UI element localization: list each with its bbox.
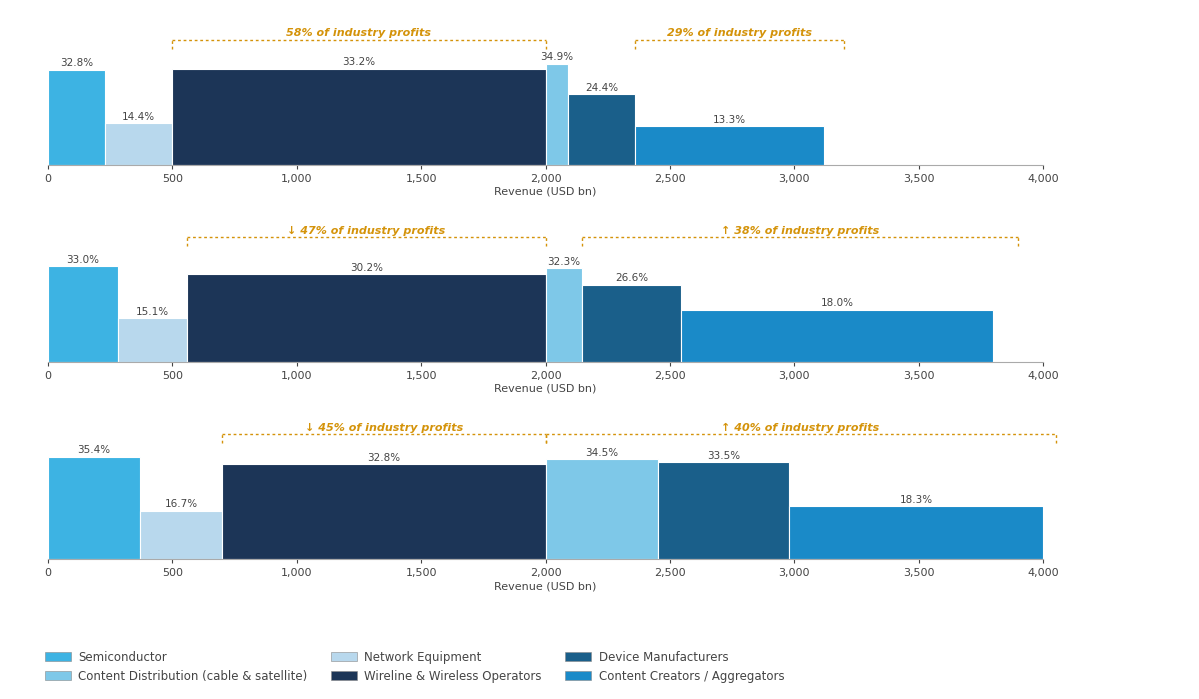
Text: 35.4%: 35.4%	[78, 445, 110, 455]
Text: 32.8%: 32.8%	[60, 58, 94, 69]
Text: 34.9%: 34.9%	[541, 52, 573, 62]
Text: 58% of industry profits: 58% of industry profits	[287, 29, 432, 38]
Bar	[222, 464, 546, 559]
Text: 15.1%: 15.1%	[135, 307, 169, 317]
Bar	[582, 285, 681, 362]
X-axis label: Revenue (USD bn): Revenue (USD bn)	[494, 384, 597, 394]
Bar	[106, 123, 173, 165]
Bar	[48, 456, 140, 559]
Text: ↓ 47% of industry profits: ↓ 47% of industry profits	[288, 226, 446, 236]
Text: ↑ 38% of industry profits: ↑ 38% of industry profits	[721, 226, 879, 236]
Text: 13.3%: 13.3%	[713, 115, 746, 125]
Text: 34.5%: 34.5%	[585, 448, 619, 458]
Text: 16.7%: 16.7%	[164, 499, 198, 510]
Bar	[140, 511, 222, 559]
Text: 33.0%: 33.0%	[66, 255, 100, 265]
Text: ↑ 40% of industry profits: ↑ 40% of industry profits	[722, 423, 880, 433]
Bar	[568, 94, 635, 165]
Bar	[546, 268, 582, 362]
Text: 14.4%: 14.4%	[122, 112, 156, 122]
Text: 29% of industry profits: 29% of industry profits	[667, 29, 812, 38]
Bar	[173, 69, 546, 165]
Bar	[118, 318, 187, 362]
Text: ↓ 45% of industry profits: ↓ 45% of industry profits	[305, 423, 463, 433]
Text: 30.2%: 30.2%	[350, 263, 382, 273]
Text: 18.3%: 18.3%	[899, 495, 933, 505]
Text: 32.8%: 32.8%	[367, 453, 400, 463]
Text: 18.0%: 18.0%	[821, 298, 854, 308]
X-axis label: Revenue (USD bn): Revenue (USD bn)	[494, 581, 597, 591]
Legend: Semiconductor, Content Distribution (cable & satellite), Network Equipment, Wire: Semiconductor, Content Distribution (cab…	[42, 647, 788, 686]
Text: 33.2%: 33.2%	[343, 57, 375, 67]
Text: 24.4%: 24.4%	[585, 82, 619, 93]
Text: 32.3%: 32.3%	[547, 257, 580, 267]
Bar	[546, 64, 568, 165]
X-axis label: Revenue (USD bn): Revenue (USD bn)	[494, 187, 597, 196]
Bar	[789, 506, 1043, 559]
Bar	[657, 462, 789, 559]
Bar	[48, 266, 118, 362]
Bar	[546, 459, 657, 559]
Text: 26.6%: 26.6%	[615, 273, 647, 284]
Bar	[48, 70, 106, 165]
Bar	[681, 310, 993, 362]
Bar	[635, 127, 824, 165]
Text: 33.5%: 33.5%	[707, 451, 740, 461]
Bar	[187, 275, 546, 362]
